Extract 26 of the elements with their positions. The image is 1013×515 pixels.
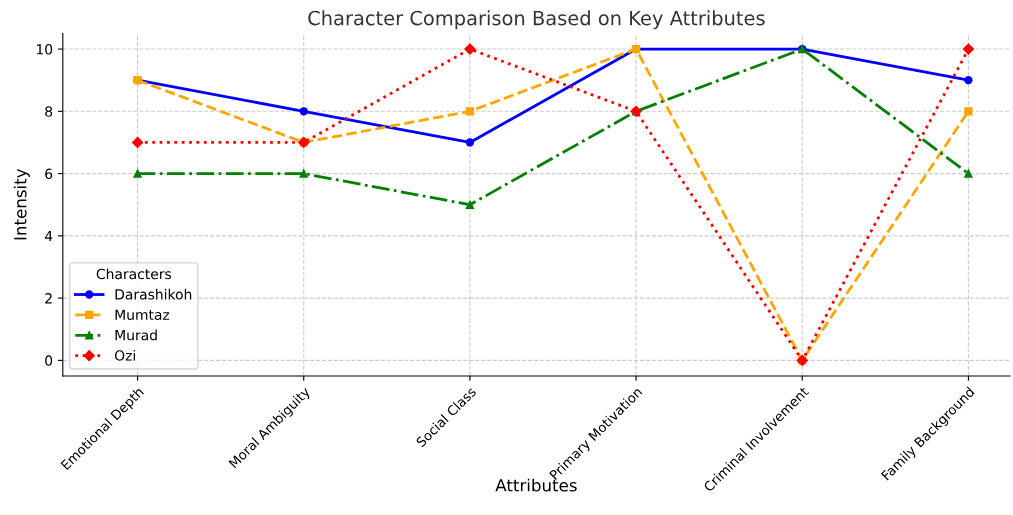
point — [964, 107, 973, 116]
legend-label: Murad — [115, 329, 157, 341]
legend-label: Mumtaz — [115, 309, 170, 320]
chart-title: Character Comparison Based on Key Attributes — [308, 10, 765, 30]
point — [962, 43, 975, 55]
y-tick-label: 4 — [44, 231, 53, 242]
point — [133, 169, 142, 178]
point — [464, 43, 476, 55]
y-tick-label: 0 — [45, 355, 53, 366]
point — [299, 169, 308, 178]
point — [964, 76, 973, 85]
legend-label: Ozi — [114, 350, 135, 361]
y-tick-label: 8 — [45, 106, 53, 117]
point — [465, 138, 475, 147]
point — [465, 200, 475, 209]
point — [964, 169, 973, 178]
y-tick-label: 2 — [45, 293, 52, 304]
legend-title: Characters — [96, 268, 172, 280]
point — [465, 107, 475, 116]
legend-label: Darashikoh — [115, 288, 192, 300]
x-axis-title: Attributes — [495, 478, 577, 492]
y-tick-label: 10 — [36, 44, 53, 55]
y-axis-title: Intensity — [13, 168, 30, 240]
point — [131, 136, 144, 149]
y-tick-label: 6 — [45, 168, 53, 180]
point — [299, 107, 308, 116]
